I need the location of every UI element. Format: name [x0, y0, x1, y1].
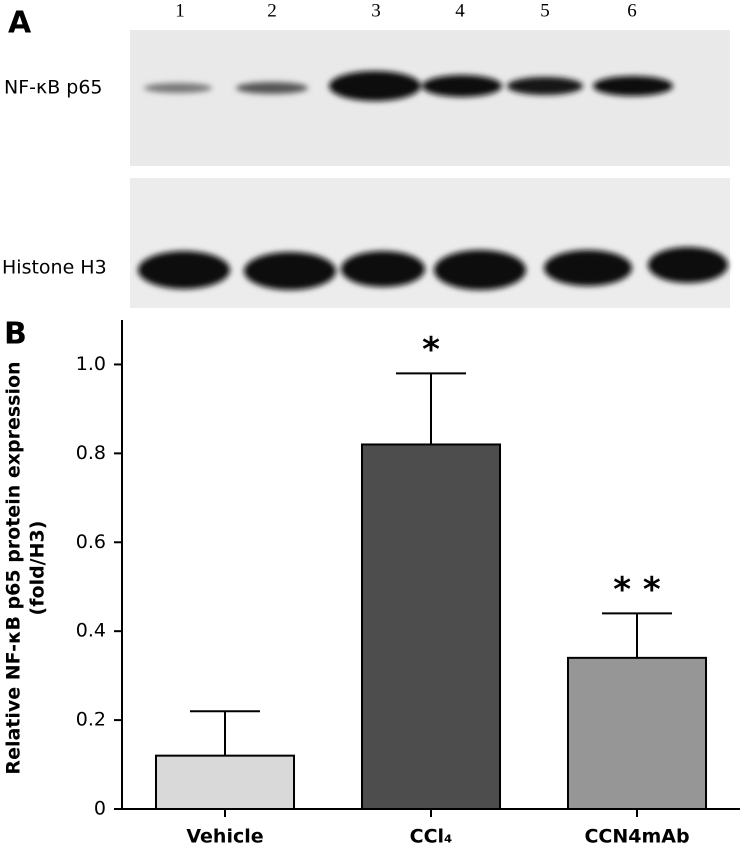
y-axis-label: Relative NF-κB p65 protein expression [3, 361, 25, 774]
lane-label: 3 [371, 0, 381, 21]
panel-label: B [4, 317, 27, 352]
x-tick-label: CCN4mAb [584, 826, 689, 848]
significance-mark: * * [613, 570, 661, 610]
x-tick-label: CCl₄ [410, 826, 453, 848]
lane-label: 1 [175, 0, 185, 21]
y-tick-label: 1.0 [76, 353, 106, 375]
y-tick-label: 0 [94, 798, 106, 820]
lane-label: 2 [267, 0, 277, 21]
y-axis-label: (fold/H3) [27, 521, 49, 616]
blot-bands [138, 71, 728, 290]
y-tick-label: 0.6 [76, 531, 106, 553]
lane-label: 4 [455, 0, 465, 21]
significance-mark: * [422, 330, 440, 370]
lane-label: 5 [540, 0, 550, 21]
row-label: Histone H3 [2, 257, 107, 279]
lane-label: 6 [627, 0, 637, 21]
y-tick-label: 0.8 [76, 442, 106, 464]
bar [360, 443, 502, 810]
x-tick-label: Vehicle [186, 826, 263, 848]
bar [566, 656, 708, 811]
panel-label: A [8, 6, 32, 41]
y-tick-label: 0.2 [76, 709, 106, 731]
y-tick-label: 0.4 [76, 620, 106, 642]
bar [154, 754, 296, 810]
row-label: NF-κB p65 [4, 77, 103, 99]
blot-membrane [130, 178, 730, 308]
blot-membrane [130, 30, 730, 166]
